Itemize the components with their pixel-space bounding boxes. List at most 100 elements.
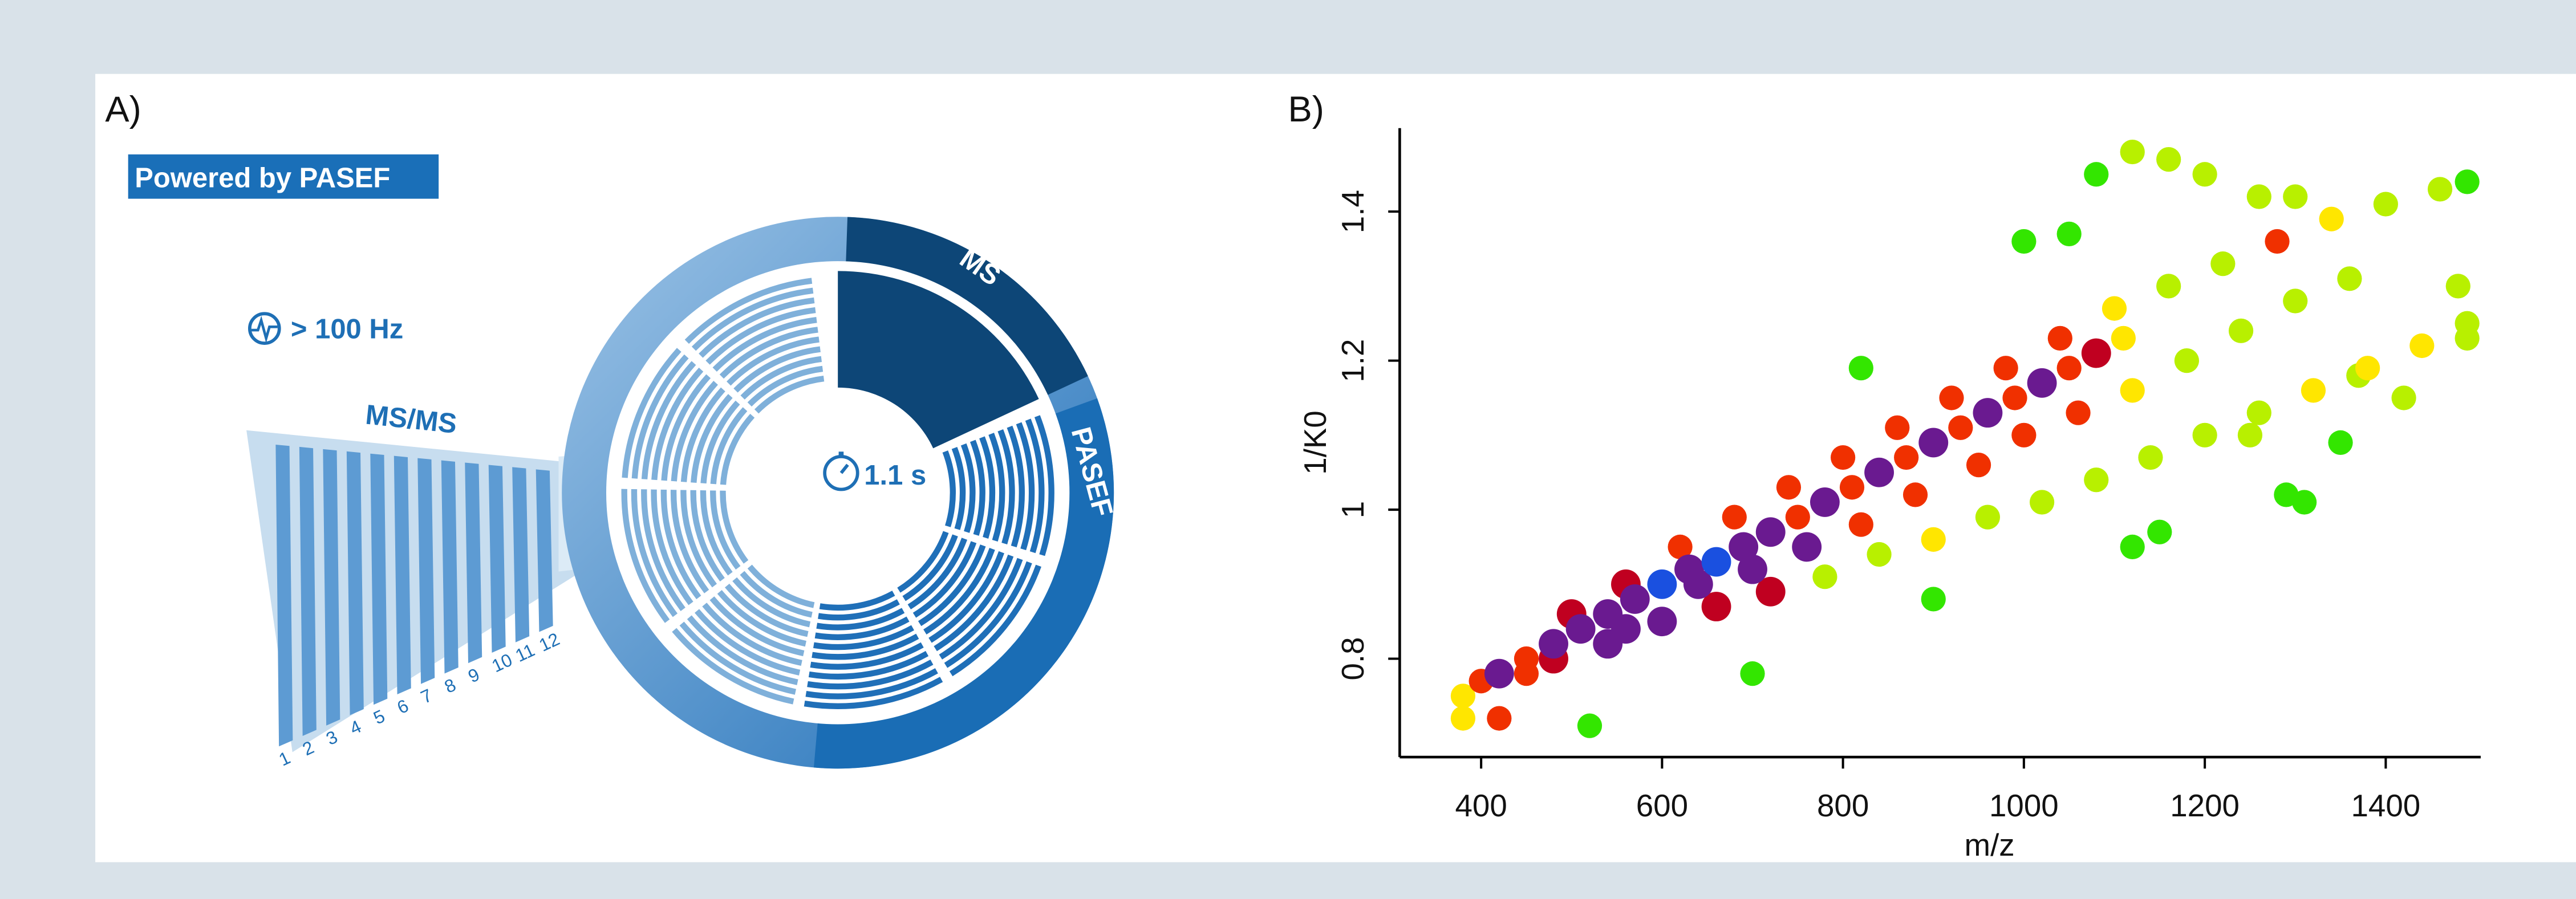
scan-stripe [725,583,809,637]
scan-stripe [720,413,755,485]
msms-bar [417,458,435,684]
scan-stripe [720,490,749,564]
x-tick-label: 600 [1636,788,1688,823]
scan-stripe [651,367,704,481]
scan-stripe [710,490,741,570]
point [2027,368,2057,398]
scan-stripe [660,489,701,600]
scan-stripe [805,668,938,699]
scan-stripe [679,621,796,695]
point [2328,430,2353,455]
ms-segment [838,271,1039,449]
point [2156,147,2181,172]
scan-stripe [902,534,958,601]
point [1484,658,1514,689]
scan-stripe [804,677,943,709]
point [2120,139,2145,165]
point [1740,661,1765,686]
scan-stripe [717,589,806,647]
point [2228,318,2254,343]
point [1921,527,1946,552]
x-axis-label: m/z [1964,827,2014,863]
scan-stripe [810,642,924,670]
point [2029,490,2055,515]
point [2283,184,2308,209]
scan-stripe [934,554,1014,652]
msms-bar [323,449,340,726]
point [1729,532,1759,562]
scan-stripe [951,446,966,530]
point [1948,415,1973,440]
point [2156,274,2181,299]
scan-stripe [912,541,977,618]
scan-stripe [1016,422,1035,551]
scan-stripe [988,433,1005,542]
scan-stripe [939,558,1023,660]
scan-stripe [747,365,823,407]
point [2301,378,2326,403]
scan-stripe [700,400,740,484]
point [2455,169,2480,194]
scan-stripe [942,450,956,527]
scan-stripe [1034,415,1054,556]
point [2084,467,2109,493]
scan-stripe [979,436,996,539]
point [1848,356,1873,381]
point [1864,457,1895,487]
center [736,390,940,595]
point [1902,482,1928,507]
scan-stripe [970,440,985,536]
stopwatch-hand [839,463,849,474]
point [2192,422,2217,448]
scan-stripe [680,490,717,588]
point [2246,184,2271,209]
point [1450,684,1476,709]
point [2056,356,2082,381]
point [1776,475,1802,500]
point [2011,229,2037,254]
point [1785,505,1810,530]
badge-text: Powered by PASEF [135,162,390,193]
point [2355,356,2380,381]
point [1939,385,1964,410]
scan-stripe [702,603,802,666]
msms-bar [346,451,364,715]
point [1722,505,1747,530]
panel-b: B) 400 600 800 1000 1200 1400 0.8 1 1.2 1.4 m/z 1/K… [1288,90,2481,863]
scan-stripe [897,531,949,593]
point [1701,547,1731,577]
point [2066,400,2091,425]
point [1514,661,1539,686]
scan-stripe [732,577,811,628]
point [1755,517,1786,547]
point [2237,422,2263,448]
ms-arc [846,217,1088,396]
scan-stripe [690,490,725,581]
scan-stripe [1025,418,1045,554]
point [2192,162,2217,187]
scan-stripe [719,327,818,379]
scan-stripe [918,544,986,627]
scan-stripe [727,336,820,386]
point [1839,475,1865,500]
point [1565,614,1596,644]
point [1812,564,1837,589]
point [2081,338,2111,368]
scan-stripe [710,407,748,485]
point [2291,490,2317,515]
scan-stripe [807,660,934,690]
msms-bar [465,462,482,664]
point [2120,378,2145,403]
msms-bar [536,469,553,632]
scan-stripe [813,625,914,650]
pasef-arc [813,398,1114,769]
point [1975,505,2001,530]
point [2283,288,2308,314]
msms-bar [488,465,506,653]
scan-stripe [641,361,696,479]
point [1966,453,1991,478]
scan-stripe [812,633,919,660]
point [2337,266,2362,291]
point [1701,592,1731,621]
